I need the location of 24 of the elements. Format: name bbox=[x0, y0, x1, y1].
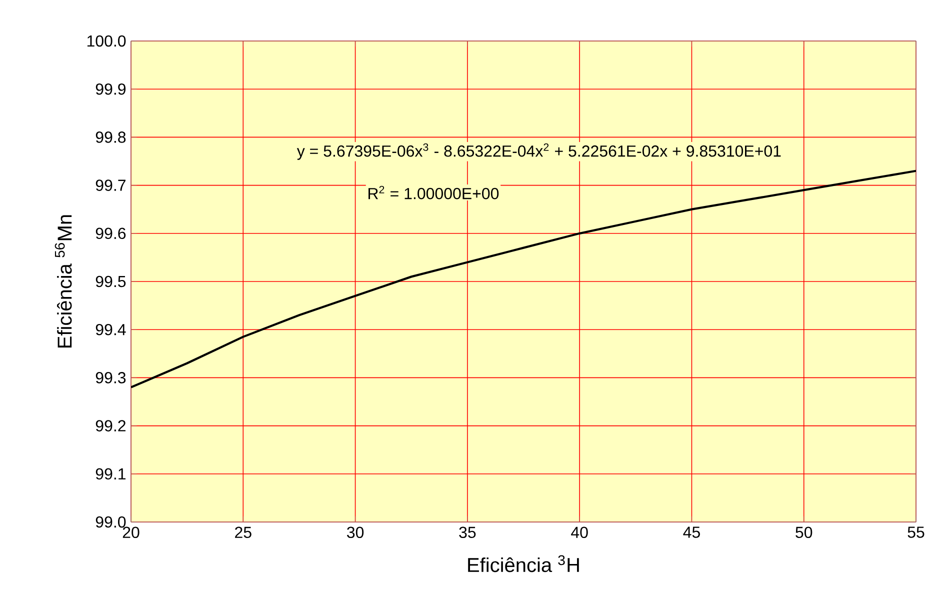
y-tick-label: 99.0 bbox=[96, 516, 126, 528]
x-tick-label: 50 bbox=[796, 526, 812, 538]
y-tick-label: 99.1 bbox=[96, 468, 126, 480]
y-tick-label: 99.6 bbox=[96, 228, 126, 240]
y-tick-label: 100.0 bbox=[87, 35, 126, 47]
y-tick-label: 99.7 bbox=[96, 180, 126, 191]
x-tick-label: 40 bbox=[571, 526, 588, 538]
y-tick-label: 99.8 bbox=[96, 132, 126, 143]
y-tick-label: 99.3 bbox=[96, 372, 126, 384]
annotation: R$^{2}$ = 1.00000E+00 bbox=[368, 186, 499, 200]
line-series bbox=[131, 170, 916, 388]
x-tick-label: 55 bbox=[908, 526, 924, 538]
x-tick-label: 25 bbox=[235, 526, 252, 538]
x-axis-title: Eficiência $^{3}$H bbox=[468, 555, 579, 572]
y-tick-label: 99.2 bbox=[96, 420, 126, 432]
y-tick-label: 99.5 bbox=[96, 276, 126, 288]
annotation: y = 5.67395E-06x$^{3}$ - 8.65322E-04x$^{2}$ + 5.22561E-02x + 9.85310E+01 bbox=[296, 143, 781, 160]
x-tick-label: 20 bbox=[122, 526, 140, 538]
y-tick-label: 99.4 bbox=[96, 324, 126, 336]
x-tick-label: 30 bbox=[347, 526, 364, 538]
x-tick-label: 45 bbox=[683, 526, 700, 538]
x-tick-label: 35 bbox=[459, 526, 476, 538]
y-axis-title: Eficiência $^{56}$Mn bbox=[54, 215, 72, 348]
y-tick-label: 99.9 bbox=[96, 83, 126, 95]
